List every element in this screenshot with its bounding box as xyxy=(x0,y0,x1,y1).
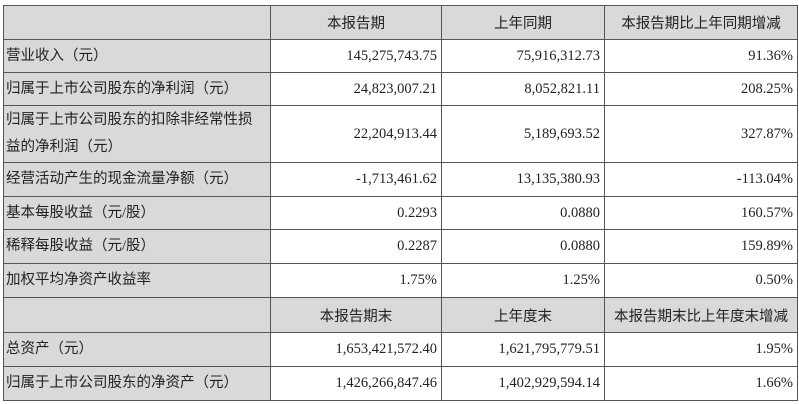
table-row: 营业收入（元） 145,275,743.75 75,916,312.73 91.… xyxy=(3,39,798,73)
table-row: 归属于上市公司股东的净利润（元） 24,823,007.21 8,052,821… xyxy=(3,72,798,106)
header-blank xyxy=(3,297,271,333)
current-value: 1,653,421,572.40 xyxy=(270,332,442,367)
prior-value: 1.25% xyxy=(441,263,605,298)
change-value: 159.89% xyxy=(604,229,798,264)
prior-value: 0.0880 xyxy=(441,196,605,230)
table-row: 经营活动产生的现金流量净额（元） -1,713,461.62 13,135,38… xyxy=(3,162,798,197)
financial-summary-table: 本报告期 上年同期 本报告期比上年同期增减 营业收入（元） 145,275,74… xyxy=(3,5,798,401)
row-label: 经营活动产生的现金流量净额（元） xyxy=(3,162,271,197)
current-value: 1.75% xyxy=(270,263,442,298)
current-value: 1,426,266,847.46 xyxy=(270,366,442,401)
header-prior-period: 上年同期 xyxy=(441,5,605,40)
change-value: 1.95% xyxy=(604,332,798,367)
table-row: 归属于上市公司股东的扣除非经常性损益的净利润（元） 22,204,913.44 … xyxy=(3,105,798,163)
current-value: 24,823,007.21 xyxy=(270,72,442,106)
table-row: 基本每股收益（元/股） 0.2293 0.0880 160.57% xyxy=(3,196,798,230)
change-value: 91.36% xyxy=(604,39,798,73)
header-current-period: 本报告期 xyxy=(270,5,442,40)
table-row: 总资产（元） 1,653,421,572.40 1,621,795,779.51… xyxy=(3,332,798,367)
prior-value: 1,621,795,779.51 xyxy=(441,332,605,367)
prior-value: 75,916,312.73 xyxy=(441,39,605,73)
current-value: 22,204,913.44 xyxy=(270,105,442,163)
table-row: 加权平均净资产收益率 1.75% 1.25% 0.50% xyxy=(3,263,798,298)
change-value: -113.04% xyxy=(604,162,798,197)
prior-value: 1,402,929,594.14 xyxy=(441,366,605,401)
change-value: 0.50% xyxy=(604,263,798,298)
row-label: 归属于上市公司股东的净利润（元） xyxy=(3,72,271,106)
current-value: -1,713,461.62 xyxy=(270,162,442,197)
current-value: 0.2287 xyxy=(270,229,442,264)
change-value: 208.25% xyxy=(604,72,798,106)
row-label: 总资产（元） xyxy=(3,332,271,367)
prior-value: 0.0880 xyxy=(441,229,605,264)
header-row-balance: 本报告期末 上年度末 本报告期末比上年度末增减 xyxy=(3,297,798,333)
current-value: 145,275,743.75 xyxy=(270,39,442,73)
row-label: 加权平均净资产收益率 xyxy=(3,263,271,298)
change-value: 160.57% xyxy=(604,196,798,230)
header-change: 本报告期末比上年度末增减 xyxy=(604,297,798,333)
table-row: 归属于上市公司股东的净资产（元） 1,426,266,847.46 1,402,… xyxy=(3,366,798,401)
prior-value: 13,135,380.93 xyxy=(441,162,605,197)
prior-value: 8,052,821.11 xyxy=(441,72,605,106)
change-value: 1.66% xyxy=(604,366,798,401)
row-label: 归属于上市公司股东的净资产（元） xyxy=(3,366,271,401)
header-change: 本报告期比上年同期增减 xyxy=(604,5,798,40)
row-label: 归属于上市公司股东的扣除非经常性损益的净利润（元） xyxy=(3,105,271,163)
current-value: 0.2293 xyxy=(270,196,442,230)
header-row: 本报告期 上年同期 本报告期比上年同期增减 xyxy=(3,5,798,40)
header-period-end: 本报告期末 xyxy=(270,297,442,333)
row-label: 营业收入（元） xyxy=(3,39,271,73)
row-label: 基本每股收益（元/股） xyxy=(3,196,271,230)
header-prior-year-end: 上年度末 xyxy=(441,297,605,333)
prior-value: 5,189,693.52 xyxy=(441,105,605,163)
row-label: 稀释每股收益（元/股） xyxy=(3,229,271,264)
change-value: 327.87% xyxy=(604,105,798,163)
header-blank xyxy=(3,5,271,40)
table-row: 稀释每股收益（元/股） 0.2287 0.0880 159.89% xyxy=(3,229,798,264)
